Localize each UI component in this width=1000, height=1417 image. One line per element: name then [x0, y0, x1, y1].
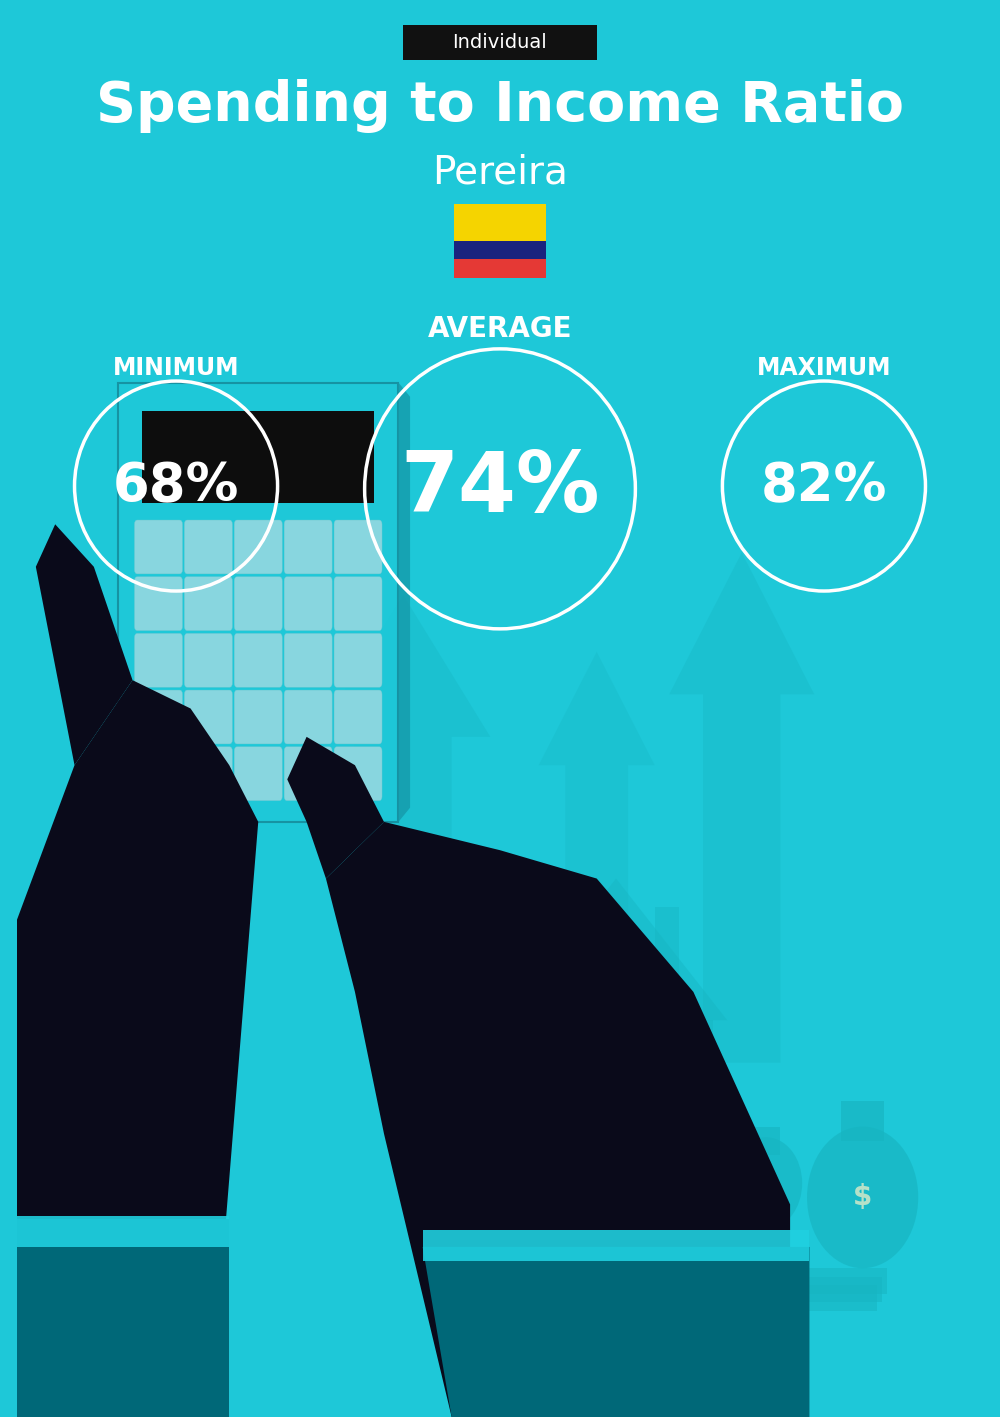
- FancyBboxPatch shape: [134, 747, 182, 801]
- FancyBboxPatch shape: [134, 690, 182, 744]
- FancyBboxPatch shape: [234, 747, 282, 801]
- Polygon shape: [326, 822, 790, 1417]
- FancyBboxPatch shape: [655, 907, 679, 978]
- FancyBboxPatch shape: [751, 1127, 780, 1155]
- Polygon shape: [669, 553, 814, 1063]
- Polygon shape: [505, 879, 727, 1020]
- FancyBboxPatch shape: [184, 747, 232, 801]
- FancyBboxPatch shape: [184, 577, 232, 631]
- FancyBboxPatch shape: [234, 690, 282, 744]
- Polygon shape: [539, 652, 655, 964]
- FancyBboxPatch shape: [134, 633, 182, 687]
- FancyBboxPatch shape: [16, 1216, 229, 1247]
- FancyBboxPatch shape: [841, 1101, 884, 1141]
- Text: AVERAGE: AVERAGE: [428, 315, 572, 343]
- Polygon shape: [16, 1219, 229, 1417]
- FancyBboxPatch shape: [234, 520, 282, 574]
- FancyBboxPatch shape: [334, 747, 382, 801]
- FancyBboxPatch shape: [592, 1176, 640, 1275]
- FancyBboxPatch shape: [423, 1230, 809, 1261]
- Text: 74%: 74%: [400, 448, 600, 530]
- Polygon shape: [423, 1247, 809, 1417]
- FancyBboxPatch shape: [800, 1268, 887, 1294]
- Text: 82%: 82%: [761, 461, 887, 512]
- Polygon shape: [398, 383, 410, 822]
- FancyBboxPatch shape: [284, 747, 332, 801]
- FancyBboxPatch shape: [284, 577, 332, 631]
- Polygon shape: [316, 595, 490, 992]
- FancyBboxPatch shape: [334, 520, 382, 574]
- FancyBboxPatch shape: [334, 577, 382, 631]
- Text: Spending to Income Ratio: Spending to Income Ratio: [96, 79, 904, 133]
- Text: 68%: 68%: [113, 461, 239, 512]
- Polygon shape: [519, 1020, 713, 1275]
- FancyBboxPatch shape: [284, 633, 332, 687]
- FancyBboxPatch shape: [795, 1277, 882, 1302]
- FancyBboxPatch shape: [184, 633, 232, 687]
- FancyBboxPatch shape: [334, 633, 382, 687]
- Text: MINIMUM: MINIMUM: [113, 357, 239, 380]
- FancyBboxPatch shape: [142, 411, 374, 503]
- Text: $: $: [759, 1170, 773, 1190]
- FancyBboxPatch shape: [134, 577, 182, 631]
- Text: $: $: [853, 1183, 872, 1212]
- Polygon shape: [118, 383, 398, 822]
- Text: Individual: Individual: [453, 33, 547, 52]
- FancyBboxPatch shape: [234, 633, 282, 687]
- FancyBboxPatch shape: [454, 204, 546, 241]
- Ellipse shape: [730, 1136, 802, 1230]
- FancyBboxPatch shape: [284, 690, 332, 744]
- FancyBboxPatch shape: [790, 1285, 877, 1311]
- FancyBboxPatch shape: [454, 259, 546, 278]
- Polygon shape: [36, 524, 133, 765]
- FancyBboxPatch shape: [184, 520, 232, 574]
- Ellipse shape: [807, 1127, 918, 1268]
- FancyBboxPatch shape: [284, 520, 332, 574]
- FancyBboxPatch shape: [403, 26, 597, 60]
- Polygon shape: [287, 737, 384, 879]
- FancyBboxPatch shape: [134, 520, 182, 574]
- FancyBboxPatch shape: [184, 690, 232, 744]
- FancyBboxPatch shape: [234, 577, 282, 631]
- Text: Pereira: Pereira: [432, 154, 568, 191]
- FancyBboxPatch shape: [334, 690, 382, 744]
- Polygon shape: [16, 680, 258, 1417]
- FancyBboxPatch shape: [454, 241, 546, 259]
- Text: MAXIMUM: MAXIMUM: [757, 357, 891, 380]
